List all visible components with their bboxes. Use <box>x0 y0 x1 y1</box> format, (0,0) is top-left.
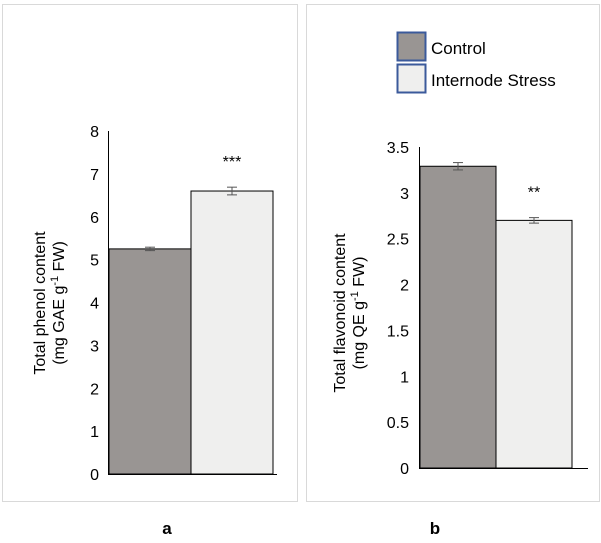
chart-b: 0 0.5 1 1.5 2 2.5 3 3.5 Total flavonoid content… <box>332 140 588 538</box>
chart-a-ytick-label: 2 <box>90 381 99 398</box>
chart-b-ylabel-superscript: -1 <box>349 291 361 301</box>
chart-a-ylabel-line1: Total phenol content <box>32 231 49 375</box>
chart-a: 0 1 2 3 4 5 6 7 8 Total phenol content (mg GAE g… <box>32 124 277 538</box>
chart-b-error-bar-internode-stress <box>529 217 539 224</box>
chart-b-ytick-label: 2 <box>400 278 409 295</box>
chart-b-ytick-label: 1.5 <box>387 323 409 340</box>
chart-a-ytick-label: 8 <box>90 124 99 141</box>
chart-b-ytick-label: 1 <box>400 369 409 386</box>
legend-swatch-control <box>396 31 427 62</box>
chart-a-ytick-label: 5 <box>90 253 99 270</box>
legend-label-internode-stress: Internode Stress <box>431 71 556 90</box>
chart-b-bar-control <box>419 165 497 469</box>
chart-a-bar-internode-stress <box>190 190 274 475</box>
chart-a-ylabel-superscript: -1 <box>49 276 61 286</box>
chart-b-ytick-label: 0.5 <box>387 415 409 432</box>
chart-a-bar-control <box>108 248 192 475</box>
legend-label-control: Control <box>431 39 486 58</box>
panel-a-frame <box>2 4 298 502</box>
chart-b-ytick-label: 0 <box>400 461 409 478</box>
panel-label-a: a <box>162 519 172 538</box>
legend-swatch-internode-stress <box>396 63 427 94</box>
chart-a-significance: *** <box>223 154 242 171</box>
chart-b-ylabel-line1: Total flavonoid content <box>332 233 349 393</box>
legend: Control Internode Stress <box>396 31 556 94</box>
chart-b-bars <box>419 162 573 469</box>
chart-b-significance: ** <box>528 185 540 202</box>
chart-b-ytick-label: 3 <box>400 186 409 203</box>
chart-a-error-bar-control <box>145 246 155 252</box>
panel-b-frame <box>306 4 600 502</box>
chart-a-ytick-label: 0 <box>90 467 99 484</box>
chart-a-error-bar-internode-stress <box>227 186 237 196</box>
chart-b-y-ticks: 0 0.5 1 1.5 2 2.5 3 3.5 <box>387 140 409 478</box>
chart-a-ytick-label: 1 <box>90 424 99 441</box>
panel-label-b: b <box>430 519 440 538</box>
chart-b-ytick-label: 3.5 <box>387 140 409 157</box>
chart-a-bars <box>108 186 274 475</box>
chart-a-ylabel-line2: (mg GAE g-1 FW) <box>49 241 68 365</box>
chart-b-bar-internode-stress <box>495 219 573 469</box>
chart-a-ytick-label: 4 <box>90 296 99 313</box>
chart-a-ytick-label: 7 <box>90 167 99 184</box>
chart-b-ylabel-line2: (mg QE g-1 FW) <box>349 257 368 370</box>
chart-a-ytick-label: 3 <box>90 338 99 355</box>
chart-b-ytick-label: 2.5 <box>387 232 409 249</box>
chart-a-y-ticks: 0 1 2 3 4 5 6 7 8 <box>90 124 99 484</box>
chart-b-error-bar-control <box>453 162 463 171</box>
chart-a-ytick-label: 6 <box>90 210 99 227</box>
